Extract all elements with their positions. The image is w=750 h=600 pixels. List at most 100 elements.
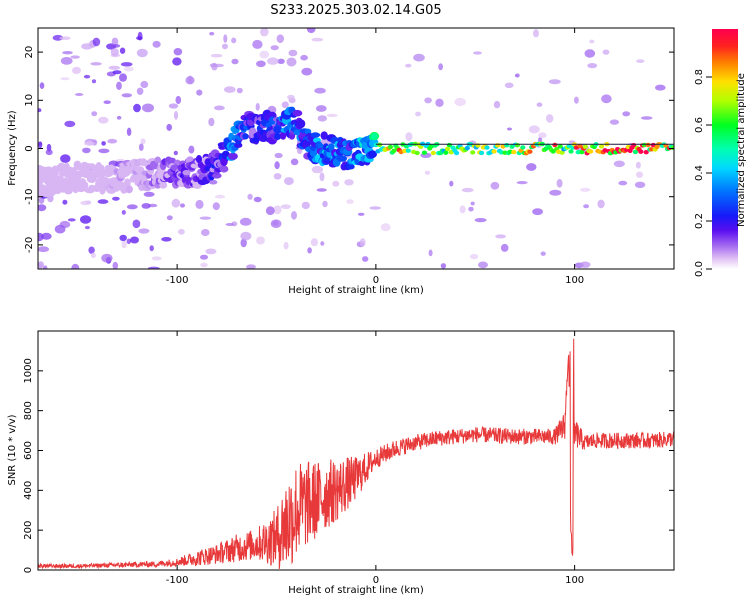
spectrogram-speckle	[136, 87, 144, 96]
spectrogram-speckle	[97, 199, 109, 204]
spectrogram-speckle	[548, 79, 561, 85]
spectrogram-speckle	[88, 246, 95, 254]
spectrogram-speckle	[120, 62, 133, 67]
spectrogram-speckle	[284, 177, 294, 186]
spectrogram-speckle	[609, 119, 620, 125]
spectrogram-speckle	[300, 54, 308, 61]
spectrogram-cell	[124, 178, 131, 187]
spectrogram-speckle	[538, 132, 547, 139]
spectrogram-speckle	[493, 100, 501, 109]
spectrogram-speckle	[622, 111, 631, 117]
spectrogram-speckle	[80, 200, 92, 206]
y-tick-label: -10	[24, 189, 35, 205]
spectrogram-y-ticks: -20 -10 0 10 20	[24, 46, 674, 253]
x-tick-label: -100	[166, 275, 189, 286]
spectrogram-cell	[598, 144, 605, 149]
spectrogram-speckle	[273, 173, 282, 180]
spectrogram-speckle	[222, 43, 228, 50]
spectrogram-speckle	[306, 28, 316, 34]
spectrogram-speckle	[359, 238, 366, 247]
snr-y-ticks: 0 200 400 600 800 1000	[23, 358, 674, 573]
spectrogram-speckle	[151, 256, 162, 261]
spectrogram-speckle	[199, 216, 212, 220]
spectrogram-speckle	[225, 223, 235, 226]
spectrogram-speckle	[126, 127, 132, 136]
spectrogram-speckle	[224, 86, 236, 93]
spectrogram-speckle	[173, 150, 178, 156]
spectrogram-speckle	[62, 199, 68, 205]
spectrogram-speckle	[98, 116, 109, 124]
spectrogram-speckle	[71, 263, 80, 269]
spectrogram-speckle	[288, 49, 298, 57]
spectrogram-speckle	[149, 245, 154, 252]
spectrogram-cell	[557, 144, 563, 149]
spectrogram-speckle	[415, 111, 421, 117]
spectrogram-speckle	[214, 194, 226, 199]
spectrogram-speckle	[459, 205, 466, 214]
spectrogram-cell	[579, 149, 585, 155]
spectrogram-speckle	[287, 94, 295, 100]
spectrogram-speckle	[291, 211, 297, 220]
spectrogram-speckle	[346, 199, 354, 204]
spectrogram-speckle	[112, 44, 121, 48]
spectrogram-speckle	[90, 62, 102, 66]
spectrogram-speckle	[138, 228, 150, 234]
spectrogram-speckle	[236, 87, 243, 94]
spectrogram-speckle	[116, 81, 122, 91]
spectrogram-cell	[310, 132, 321, 138]
spectrogram-speckle	[301, 67, 313, 76]
spectrogram-speckle	[317, 115, 327, 122]
colorbar-label: Normalized spectral amplitude	[736, 73, 747, 227]
spectrogram-speckle	[223, 34, 228, 43]
spectrogram-speckle	[556, 178, 563, 188]
colorbar-tick-label: 0.8	[694, 69, 705, 85]
spectrogram-speckle	[195, 199, 204, 209]
spectrogram-speckle	[424, 97, 432, 104]
snr-marks	[38, 338, 674, 570]
spectrogram-speckle	[461, 187, 474, 193]
spectrogram-speckle	[584, 49, 596, 58]
spectrogram-speckle	[84, 225, 90, 230]
spectrogram-speckle	[574, 96, 579, 104]
spectrogram-speckle	[362, 256, 369, 262]
spectrogram-speckle	[500, 243, 509, 252]
spectrogram-speckle	[357, 212, 365, 216]
spectrogram-cell	[670, 145, 674, 150]
spectrogram-speckle	[173, 110, 179, 120]
spectrogram-speckle	[119, 234, 127, 242]
spectrogram-cell	[430, 150, 436, 156]
spectrogram-speckle	[98, 148, 110, 154]
spectrogram-speckle	[470, 201, 475, 206]
spectrogram-speckle	[152, 40, 161, 48]
spectrogram-cell	[559, 150, 565, 155]
spectrogram-speckle	[273, 205, 282, 215]
snr-frame	[37, 330, 675, 571]
y-tick-label: 1000	[23, 358, 34, 383]
spectrogram-speckle	[253, 196, 262, 203]
spectrogram-speckle	[636, 171, 643, 178]
spectrogram-cell	[387, 144, 393, 150]
spectrogram-speckle	[256, 60, 266, 68]
spectrogram-speckle	[123, 66, 134, 72]
snr-panel: -100 0 100 0 200 400 600 800 1000 Height of str…	[7, 330, 675, 596]
x-tick-label: -100	[166, 575, 189, 586]
spectrogram-cell	[421, 150, 427, 155]
spectrogram-speckle	[579, 261, 591, 268]
spectrogram-cell	[470, 150, 476, 155]
spectrogram-speckle	[141, 203, 151, 209]
spectrogram-cell	[320, 131, 328, 140]
spectrogram-cell	[520, 145, 526, 150]
spectrogram-cell	[632, 149, 639, 155]
spectrogram-speckle	[110, 48, 119, 56]
spectrogram-speckle	[38, 246, 50, 253]
spectrogram-speckle	[272, 220, 279, 226]
spectrogram-speckle	[121, 240, 127, 249]
spectrogram-speckle	[60, 154, 71, 163]
spectrogram-cell	[577, 143, 583, 149]
x-tick-label: 100	[565, 275, 584, 286]
spectrogram-speckle	[187, 75, 193, 85]
spectrogram-cell	[527, 149, 533, 154]
spectrogram-speckle	[469, 253, 479, 260]
spectrogram-speckle	[589, 39, 595, 44]
spectrogram-speckle	[38, 261, 44, 269]
